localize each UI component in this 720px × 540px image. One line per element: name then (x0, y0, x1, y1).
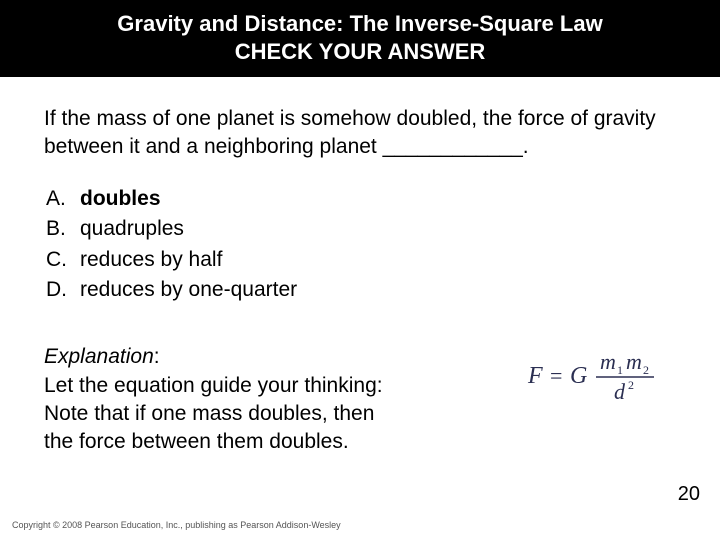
formula-sub2: 2 (643, 363, 649, 377)
explanation-line: Let the equation guide your thinking: (44, 374, 383, 397)
option-text: reduces by half (80, 245, 222, 275)
colon: : (154, 345, 160, 368)
option-b: B. quadruples (46, 214, 676, 244)
slide-title: Gravity and Distance: The Inverse-Square… (20, 10, 700, 38)
explanation-text: Explanation: Let the equation guide your… (44, 343, 508, 456)
option-letter: B. (46, 214, 80, 244)
options-list: A. doubles B. quadruples C. reduces by h… (46, 184, 676, 306)
slide-body: If the mass of one planet is somehow dou… (0, 77, 720, 457)
formula-eq: = (550, 363, 562, 388)
option-letter: D. (46, 275, 80, 305)
copyright-text: Copyright © 2008 Pearson Education, Inc.… (12, 520, 341, 530)
formula-exp2: 2 (628, 378, 634, 392)
formula-F: F (527, 363, 543, 389)
formula-m2: m (626, 349, 642, 374)
option-text: quadruples (80, 214, 184, 244)
formula-m1: m (600, 349, 616, 374)
option-c: C. reduces by half (46, 245, 676, 275)
formula-svg: F = G m 1 m 2 d 2 (526, 349, 676, 407)
option-a: A. doubles (46, 184, 676, 214)
page-number: 20 (678, 483, 700, 506)
formula-d: d (614, 379, 626, 404)
formula-sub1: 1 (617, 363, 623, 377)
slide: Gravity and Distance: The Inverse-Square… (0, 0, 720, 540)
slide-header: Gravity and Distance: The Inverse-Square… (0, 0, 720, 77)
option-d: D. reduces by one-quarter (46, 275, 676, 305)
gravity-formula: F = G m 1 m 2 d 2 (526, 349, 676, 412)
slide-subtitle: CHECK YOUR ANSWER (20, 38, 700, 66)
explanation-line: Note that if one mass doubles, then (44, 402, 374, 425)
option-letter: A. (46, 184, 80, 214)
formula-G: G (570, 363, 587, 389)
question-text: If the mass of one planet is somehow dou… (44, 105, 676, 162)
option-text: doubles (80, 184, 161, 214)
explanation-label: Explanation (44, 345, 154, 368)
option-letter: C. (46, 245, 80, 275)
explanation-line: the force between them doubles. (44, 430, 349, 453)
explanation-block: Explanation: Let the equation guide your… (44, 343, 676, 456)
option-text: reduces by one-quarter (80, 275, 297, 305)
